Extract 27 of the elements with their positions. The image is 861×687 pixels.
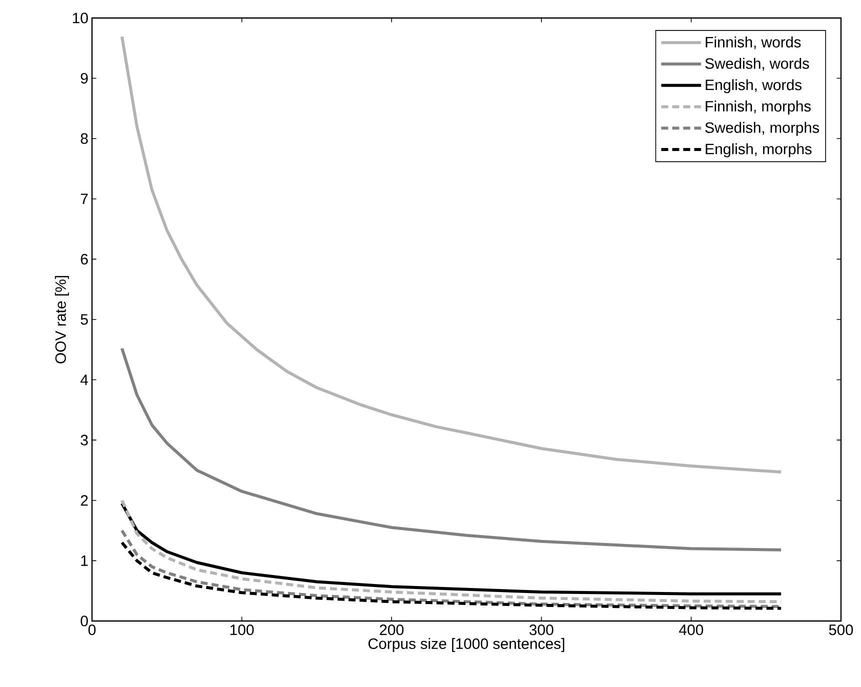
x-tick-label: 200 (380, 624, 404, 636)
x-tick-label: 0 (88, 624, 96, 636)
legend-label: Swedish, words (705, 58, 810, 71)
legend-label: English, morphs (706, 143, 812, 158)
line-series (120, 541, 783, 610)
x-axis-title: Corpus size [1000 sentences] (368, 638, 564, 652)
x-tick-label: 500 (829, 624, 853, 636)
y-axis-title: OOV rate [%] (54, 276, 69, 364)
legend-label: Finnish, morphs (706, 100, 811, 115)
y-tick-label: 7 (80, 194, 88, 204)
y-tick-label: 3 (80, 434, 88, 446)
y-tick-label: 2 (80, 495, 88, 506)
y-tick-label: 10 (72, 12, 88, 24)
line-series (120, 346, 783, 552)
y-tick-label: 6 (80, 254, 88, 264)
y-tick-label: 4 (80, 374, 88, 385)
x-tick-label: 400 (679, 624, 704, 636)
y-tick-label: 9 (80, 72, 88, 84)
y-tick-label: 8 (80, 133, 88, 144)
y-tick-label: 5 (80, 314, 88, 325)
x-tick-label: 300 (529, 624, 554, 636)
x-tick-label: 100 (230, 624, 254, 636)
y-tick-label: 0 (80, 616, 88, 626)
legend-label: Finnish, words (706, 36, 801, 50)
legend-label: English, words (706, 79, 802, 94)
y-tick-label: 1 (81, 556, 88, 566)
legend-label: Swedish, morphs (705, 122, 820, 136)
